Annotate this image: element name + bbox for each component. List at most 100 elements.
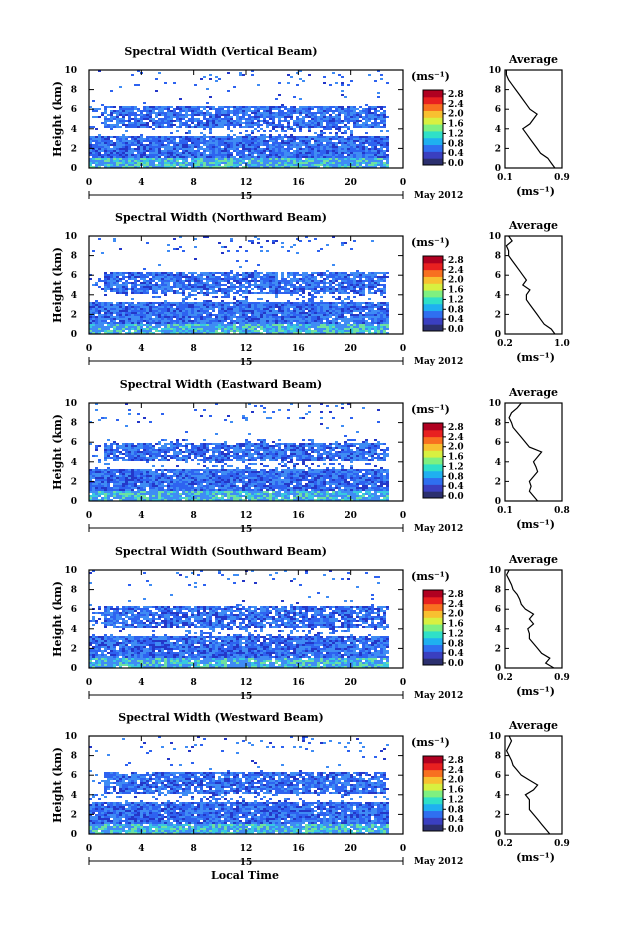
heatmap-cell: [296, 112, 299, 114]
heatmap-cell: [347, 312, 350, 314]
heatmap-cell: [155, 314, 158, 316]
heatmap-cell: [353, 308, 356, 310]
heatmap-cell: [308, 316, 311, 318]
heatmap-cell: [341, 316, 344, 318]
heatmap-cell: [191, 110, 194, 112]
heatmap-cell: [341, 132, 344, 134]
heatmap-cell: [128, 278, 131, 280]
heatmap-cell: [215, 150, 218, 152]
heatmap-cell: [344, 152, 347, 154]
heatmap-cell: [257, 322, 260, 324]
heatmap-cell: [308, 328, 311, 330]
heatmap-cell: [332, 154, 335, 156]
heatmap-cell: [134, 328, 137, 330]
heatmap-cell: [311, 114, 314, 116]
heatmap-cell: [98, 158, 101, 160]
heatmap-cell: [224, 164, 227, 166]
heatmap-cell: [323, 112, 326, 114]
heatmap-cell: [305, 114, 308, 116]
heatmap-cell: [143, 146, 146, 148]
heatmap-cell: [260, 106, 263, 108]
heatmap-cell: [293, 326, 296, 328]
heatmap-cell: [152, 146, 155, 148]
heatmap-cell: [170, 328, 173, 330]
heatmap-cell: [260, 278, 263, 280]
heatmap-cell: [140, 282, 143, 284]
heatmap-cell: [209, 314, 212, 316]
heatmap-cell: [179, 126, 182, 128]
heatmap-cell: [356, 118, 359, 120]
heatmap-cell: [89, 150, 92, 152]
heatmap-cell: [329, 324, 332, 326]
heatmap-cell: [200, 78, 203, 80]
heatmap-cell: [116, 112, 119, 114]
heatmap-cell: [356, 306, 359, 308]
heatmap-cell: [335, 124, 338, 126]
heatmap-cell: [332, 164, 335, 166]
heatmap-cell: [245, 326, 248, 328]
heatmap-cell: [383, 162, 386, 164]
heatmap-cell: [368, 142, 371, 144]
heatmap-cell: [353, 140, 356, 142]
heatmap-cell: [308, 160, 311, 162]
heatmap-cell: [344, 166, 347, 168]
heatmap-cell: [206, 290, 209, 292]
heatmap-cell: [374, 154, 377, 156]
heatmap-cell: [104, 284, 107, 286]
heatmap-cell: [209, 122, 212, 124]
heatmap-cell: [236, 154, 239, 156]
heatmap-cell: [347, 120, 350, 122]
heatmap-cell: [224, 124, 227, 126]
heatmap-cell: [185, 276, 188, 278]
heatmap-cell: [353, 306, 356, 308]
heatmap-cell: [281, 318, 284, 320]
heatmap-cell: [191, 118, 194, 120]
heatmap-cell: [242, 316, 245, 318]
heatmap-cell: [131, 152, 134, 154]
heatmap-cell: [344, 150, 347, 152]
heatmap-cell: [320, 112, 323, 114]
heatmap-cell: [251, 318, 254, 320]
heatmap-cell: [146, 320, 149, 322]
heatmap-cell: [212, 106, 215, 108]
heatmap-cell: [341, 278, 344, 280]
heatmap-cell: [329, 304, 332, 306]
heatmap-cell: [98, 310, 101, 312]
heatmap-cell: [164, 162, 167, 164]
heatmap-cell: [338, 288, 341, 290]
heatmap-cell: [266, 318, 269, 320]
heatmap-cell: [305, 304, 308, 306]
heatmap-cell: [305, 148, 308, 150]
heatmap-cell: [386, 308, 389, 310]
heatmap-cell: [131, 138, 134, 140]
heatmap-cell: [383, 290, 386, 292]
heatmap-cell: [269, 112, 272, 114]
heatmap-cell: [215, 154, 218, 156]
heatmap-cell: [350, 284, 353, 286]
heatmap-cell: [230, 282, 233, 284]
heatmap-cell: [323, 286, 326, 288]
heatmap-cell: [140, 304, 143, 306]
heatmap-cell: [152, 162, 155, 164]
heatmap-cell: [284, 152, 287, 154]
heatmap-cell: [125, 294, 128, 296]
heatmap-cell: [185, 116, 188, 118]
heatmap-cell: [197, 146, 200, 148]
heatmap-cell: [125, 284, 128, 286]
heatmap-cell: [311, 106, 314, 108]
heatmap-cell: [209, 150, 212, 152]
heatmap-cell: [134, 114, 137, 116]
heatmap-cell: [176, 112, 179, 114]
heatmap-cell: [179, 314, 182, 316]
heatmap-cell: [263, 276, 266, 278]
heatmap-cell: [215, 302, 218, 304]
heatmap-cell: [140, 134, 143, 136]
heatmap-cell: [338, 116, 341, 118]
heatmap-cell: [113, 316, 116, 318]
heatmap-cell: [149, 302, 152, 304]
heatmap-cell: [110, 278, 113, 280]
heatmap-cell: [227, 318, 230, 320]
heatmap-cell: [173, 324, 176, 326]
heatmap-cell: [329, 132, 332, 134]
heatmap-cell: [230, 316, 233, 318]
